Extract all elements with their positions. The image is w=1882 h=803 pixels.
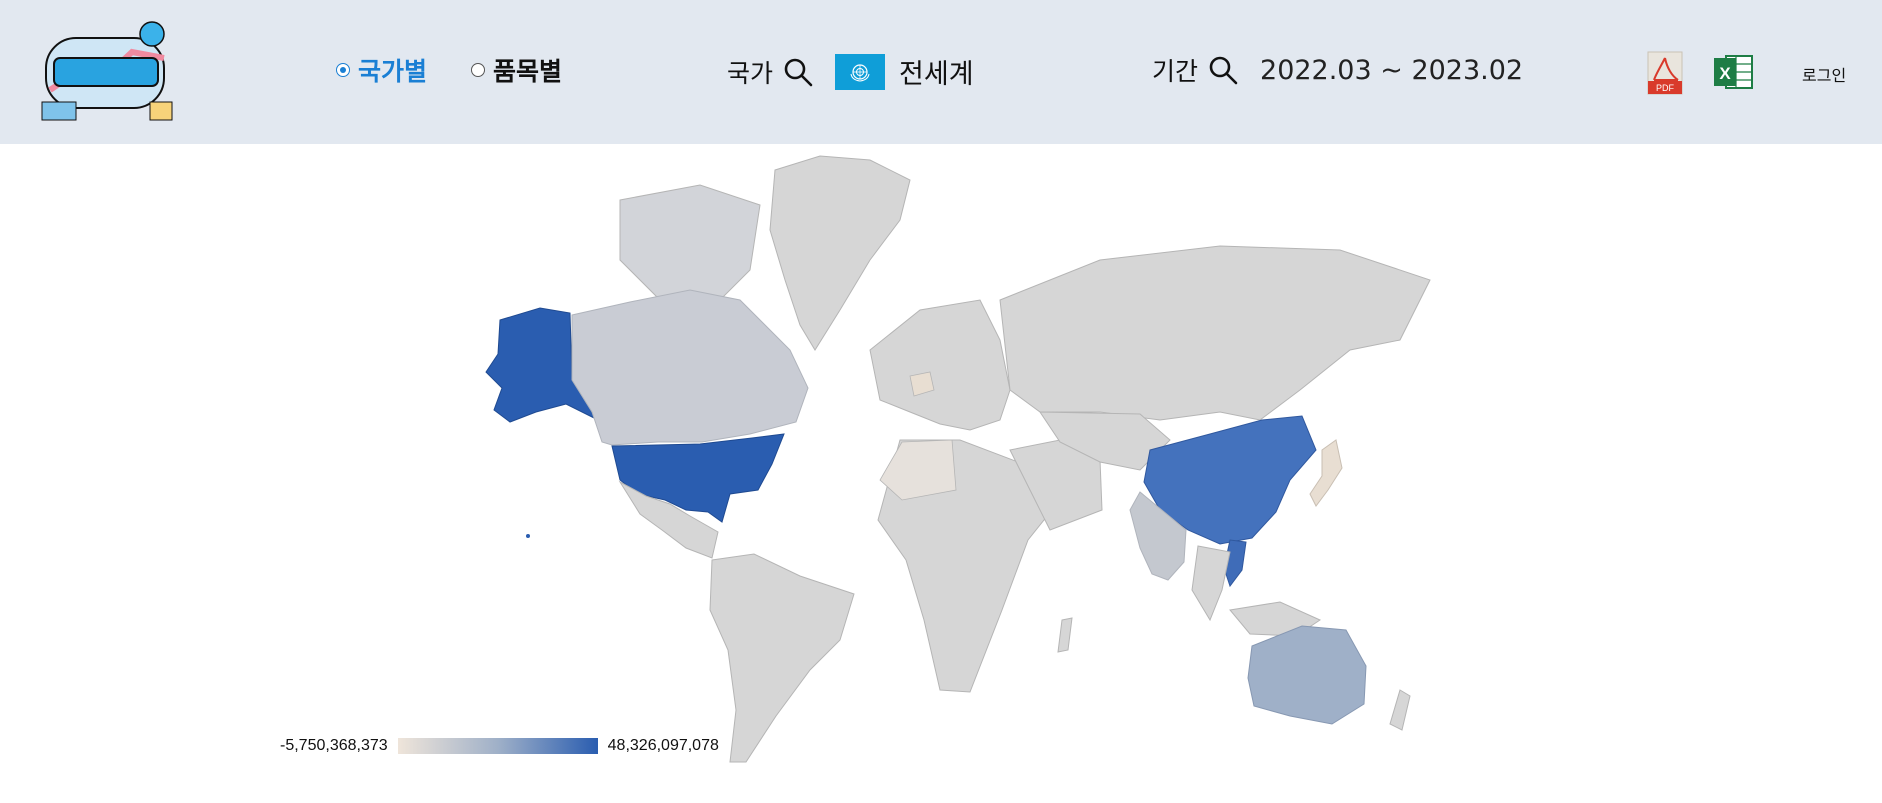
region-africa[interactable] [877,439,1061,693]
world-choropleth-map [440,150,1450,770]
period-value[interactable]: 2022.03 ~ 2023.02 [1260,54,1524,86]
logo[interactable] [40,18,184,128]
region-greenland[interactable] [769,155,911,351]
region-central-asia[interactable] [1039,411,1171,471]
region-europe[interactable] [869,299,1011,431]
region-india[interactable] [1129,491,1187,581]
view-option-label: 국가별 [358,57,428,86]
region-north-africa[interactable] [879,439,957,501]
view-option-label: 품목별 [493,57,563,86]
svg-text:PDF: PDF [1656,83,1675,93]
region-new-zealand[interactable] [1389,689,1411,731]
region-central-america[interactable] [618,480,719,559]
map-svg [485,155,1431,763]
logo-graphic [41,21,173,121]
radio-icon [336,63,350,77]
legend-min-value: -5,750,368,373 [280,737,388,754]
region-madagascar[interactable] [1057,617,1073,653]
pdf-icon: PDF [1647,51,1683,95]
search-icon[interactable] [783,57,813,87]
view-toggle: 국가별 품목별 [336,52,606,88]
map-legend: -5,750,368,373 48,326,097,078 [280,737,719,755]
excel-icon: X [1714,55,1753,89]
login-link[interactable]: 로그인 [1802,66,1847,85]
legend-gradient-bar [397,738,598,754]
region-canada[interactable] [571,289,809,446]
pdf-export-button[interactable]: PDF [1646,50,1686,100]
region-arctic-islands[interactable] [619,184,761,311]
period-filter-label: 기간 [1152,57,1199,86]
region-alaska[interactable] [485,307,599,423]
region-australia[interactable] [1247,625,1367,725]
country-filter-label: 국가 [727,58,774,88]
country-filter: 국가 전세계 [727,52,974,91]
country-value[interactable]: 전세계 [899,59,974,90]
region-hawaii[interactable] [526,534,530,538]
region-germany[interactable] [909,371,935,397]
view-option-item[interactable]: 품목별 [471,52,562,88]
excel-export-button[interactable]: X [1714,54,1754,94]
region-japan[interactable] [1309,439,1343,507]
region-russia[interactable] [999,245,1431,421]
legend-max-value: 48,326,097,078 [607,737,719,754]
radio-icon [471,63,486,77]
header-bar: 국가별 품목별 국가 전세계 기간 2022.03 [0,0,1882,144]
period-filter: 기간 2022.03 ~ 2023.02 [1152,52,1523,88]
view-option-country[interactable]: 국가별 [336,52,427,88]
region-south-america[interactable] [709,553,855,763]
svg-text:X: X [1719,64,1731,83]
un-flag-icon [835,53,886,90]
search-icon[interactable] [1208,55,1238,85]
region-southeast-asia[interactable] [1191,545,1231,622]
